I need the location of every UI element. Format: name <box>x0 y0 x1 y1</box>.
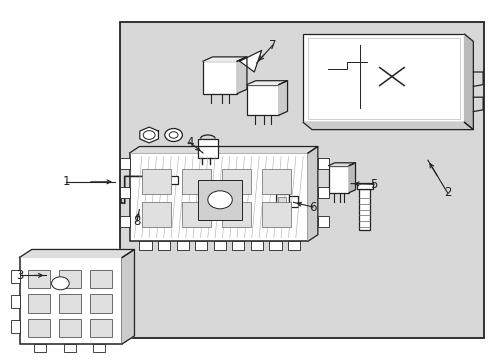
Bar <box>120 187 129 198</box>
Bar <box>120 158 129 169</box>
Bar <box>269 241 281 250</box>
Circle shape <box>207 191 232 209</box>
Text: 5: 5 <box>369 178 377 191</box>
Bar <box>59 294 81 313</box>
Bar <box>166 176 178 184</box>
Polygon shape <box>246 81 287 85</box>
Polygon shape <box>237 57 246 94</box>
Polygon shape <box>122 249 134 344</box>
Bar <box>317 158 328 169</box>
Bar <box>90 270 112 288</box>
Polygon shape <box>328 163 355 166</box>
Bar <box>278 197 285 206</box>
Polygon shape <box>464 34 472 130</box>
Bar <box>90 294 112 313</box>
Bar <box>359 189 369 230</box>
Bar <box>317 216 328 227</box>
Text: 6: 6 <box>308 201 316 213</box>
Bar <box>276 194 288 209</box>
Text: 2: 2 <box>443 186 450 199</box>
Bar <box>182 169 211 194</box>
Polygon shape <box>307 147 317 241</box>
Bar <box>195 241 207 250</box>
Bar <box>182 202 211 227</box>
Polygon shape <box>303 122 472 130</box>
Bar <box>28 294 50 313</box>
Bar <box>250 241 263 250</box>
Circle shape <box>51 277 69 290</box>
Text: 3: 3 <box>16 269 23 282</box>
Circle shape <box>164 129 182 141</box>
Bar <box>317 187 328 198</box>
Bar <box>222 169 251 194</box>
Bar <box>59 319 81 337</box>
Bar <box>11 320 20 333</box>
Circle shape <box>169 132 178 138</box>
Text: 8: 8 <box>133 215 141 228</box>
Polygon shape <box>140 127 158 143</box>
Bar <box>90 319 112 337</box>
Bar <box>59 270 81 288</box>
Bar <box>262 202 291 227</box>
Bar <box>11 295 20 308</box>
Polygon shape <box>129 147 317 153</box>
Polygon shape <box>20 249 134 257</box>
Text: 1: 1 <box>62 175 70 188</box>
Bar <box>129 153 307 241</box>
Bar <box>142 169 171 194</box>
Bar <box>232 241 244 250</box>
Text: 7: 7 <box>268 39 276 51</box>
Bar <box>203 61 237 94</box>
Bar <box>222 202 251 227</box>
Bar <box>28 270 50 288</box>
Bar <box>139 241 151 250</box>
Bar <box>287 241 300 250</box>
Circle shape <box>143 131 155 139</box>
Bar <box>34 344 46 352</box>
Bar <box>288 196 298 207</box>
Polygon shape <box>203 57 246 61</box>
Bar <box>93 344 105 352</box>
Bar <box>356 183 372 189</box>
Bar <box>262 169 291 194</box>
Text: 4: 4 <box>185 136 193 149</box>
Bar <box>120 22 483 338</box>
Bar <box>158 241 170 250</box>
Bar <box>120 216 129 227</box>
Polygon shape <box>278 81 287 115</box>
Bar <box>213 241 225 250</box>
Bar <box>246 85 278 115</box>
Bar <box>328 166 348 193</box>
Bar <box>28 319 50 337</box>
Bar <box>176 241 188 250</box>
Bar <box>198 180 242 220</box>
Bar <box>142 202 171 227</box>
Bar <box>198 139 217 158</box>
Polygon shape <box>348 163 355 193</box>
Bar <box>63 344 76 352</box>
Bar <box>303 34 464 122</box>
Bar <box>11 270 20 283</box>
Bar <box>307 38 459 119</box>
Polygon shape <box>239 50 261 72</box>
Bar <box>20 257 122 344</box>
